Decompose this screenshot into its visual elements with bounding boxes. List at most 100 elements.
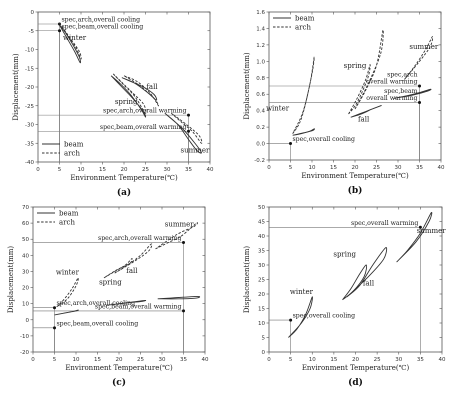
arch-loop bbox=[123, 75, 160, 107]
x-tick-label: 30 bbox=[395, 357, 402, 363]
y-tick-label: 60 bbox=[22, 221, 29, 227]
y-tick-label: 10 bbox=[22, 302, 29, 308]
annotation-label: spec,beam,overall warming bbox=[95, 303, 182, 310]
panel-c-xlabel: Environment Temperature(℃) bbox=[65, 364, 173, 372]
y-tick-label: -10 bbox=[25, 48, 34, 54]
x-tick-label: 20 bbox=[352, 357, 359, 363]
annotation-label: spec,arch,overall warming bbox=[103, 108, 187, 115]
annotation-marker bbox=[182, 240, 185, 244]
beam-loop bbox=[164, 112, 202, 154]
beam-loop bbox=[157, 295, 201, 300]
x-tick-label: 25 bbox=[137, 357, 144, 363]
y-tick-label: 20 bbox=[22, 286, 29, 292]
beam-loop bbox=[121, 77, 158, 101]
panel-d: Displacement(mm) Environment Temperature… bbox=[243, 205, 446, 388]
panel-c-label: (c) bbox=[112, 377, 126, 388]
x-tick-label: 20 bbox=[352, 165, 359, 171]
panel-b-xlabel: Environment Temperature(℃) bbox=[301, 172, 409, 180]
arch-loop bbox=[171, 112, 203, 144]
annotation-label: spec,arch,overall cooling bbox=[57, 300, 136, 307]
annotation-marker bbox=[418, 225, 422, 229]
season-label: summer bbox=[181, 147, 211, 155]
legend-label: beam bbox=[64, 141, 84, 149]
x-tick-label: 10 bbox=[73, 357, 80, 363]
x-tick-label: 35 bbox=[180, 357, 187, 363]
y-tick-label: -15 bbox=[25, 66, 34, 72]
x-tick-label: 5 bbox=[58, 167, 62, 173]
arch-loop bbox=[155, 222, 198, 250]
season-label: spring bbox=[99, 278, 122, 286]
y-tick-label: 50 bbox=[22, 237, 29, 243]
legend-label: arch bbox=[64, 150, 80, 158]
legend-label: beam bbox=[295, 15, 315, 23]
x-tick-label: 20 bbox=[121, 167, 128, 173]
y-tick-label: -10 bbox=[20, 334, 29, 340]
y-tick-label: 1.6 bbox=[256, 10, 265, 16]
annotation-label: spec,arch,overall warming bbox=[98, 235, 182, 242]
y-tick-label: 1.0 bbox=[256, 59, 265, 65]
beam-loop bbox=[110, 75, 147, 118]
arch-loop bbox=[348, 64, 371, 115]
x-tick-label: 25 bbox=[374, 357, 381, 363]
annotation-marker bbox=[418, 100, 421, 104]
season-label: winter bbox=[266, 105, 290, 113]
panel-d-label: (d) bbox=[348, 377, 363, 388]
y-tick-label: 45 bbox=[258, 220, 265, 226]
arch-loop bbox=[292, 56, 315, 134]
arch-loop bbox=[112, 73, 147, 114]
panel-a: Displacement(mm) Environment Temperature… bbox=[12, 10, 214, 198]
x-tick-label: 0 bbox=[31, 357, 35, 363]
y-tick-label: -20 bbox=[25, 85, 34, 91]
beam-loop bbox=[54, 309, 79, 316]
season-label: summer bbox=[165, 220, 195, 228]
annotation-label: spec,arch bbox=[387, 72, 417, 79]
y-tick-label: 0.2 bbox=[256, 125, 265, 131]
season-label: spring bbox=[115, 98, 138, 106]
season-label: fall bbox=[358, 115, 370, 123]
beam-loop bbox=[106, 299, 147, 306]
y-tick-label: 1.2 bbox=[256, 43, 265, 49]
annotation-marker bbox=[289, 318, 293, 322]
x-tick-label: 35 bbox=[185, 167, 192, 173]
y-tick-label: 0 bbox=[31, 10, 35, 16]
y-tick-label: 1.4 bbox=[256, 26, 265, 32]
y-tick-label: 10 bbox=[258, 321, 265, 327]
panel-d-ylabel: Displacement(mm) bbox=[243, 246, 251, 314]
y-tick-label: 0.4 bbox=[256, 109, 265, 115]
y-tick-label: 5 bbox=[262, 336, 266, 342]
legend-label: arch bbox=[59, 219, 75, 227]
x-tick-label: 5 bbox=[53, 357, 57, 363]
x-tick-label: 30 bbox=[395, 165, 402, 171]
annotation-label: spec,beam,overall cooling bbox=[62, 23, 144, 30]
arch-loop bbox=[114, 243, 153, 274]
x-tick-label: 35 bbox=[416, 165, 423, 171]
beam-loop bbox=[350, 105, 382, 118]
y-tick-label: 0.8 bbox=[256, 76, 265, 82]
annotation-marker bbox=[53, 306, 56, 310]
series-loop bbox=[346, 247, 388, 298]
annotation-label: spec,beam,overall cooling bbox=[57, 320, 139, 327]
annotation-label: spec,overall cooling bbox=[293, 136, 356, 143]
x-tick-label: 25 bbox=[142, 167, 149, 173]
annotation-marker bbox=[187, 113, 190, 117]
annotation-marker bbox=[58, 29, 61, 33]
panel-c-ylabel: Displacement(mm) bbox=[7, 246, 15, 314]
season-label: fall bbox=[146, 83, 158, 91]
annotation-marker bbox=[289, 142, 292, 146]
arch-loop bbox=[59, 22, 82, 60]
beam-loop bbox=[393, 88, 432, 99]
x-tick-label: 40 bbox=[207, 167, 214, 173]
arch-loop bbox=[354, 29, 384, 110]
arch-loop bbox=[404, 36, 434, 80]
beam-loop bbox=[292, 128, 315, 136]
y-tick-label: 30 bbox=[258, 263, 265, 269]
season-label: summer bbox=[409, 43, 439, 51]
x-tick-label: 15 bbox=[94, 357, 101, 363]
legend-label: arch bbox=[295, 24, 311, 32]
y-tick-label: 25 bbox=[258, 278, 265, 284]
season-label: winter bbox=[290, 288, 314, 296]
x-tick-label: 10 bbox=[309, 357, 316, 363]
legend-label: beam bbox=[59, 210, 79, 218]
panel-b: Displacement(mm) Environment Temperature… bbox=[243, 10, 445, 196]
